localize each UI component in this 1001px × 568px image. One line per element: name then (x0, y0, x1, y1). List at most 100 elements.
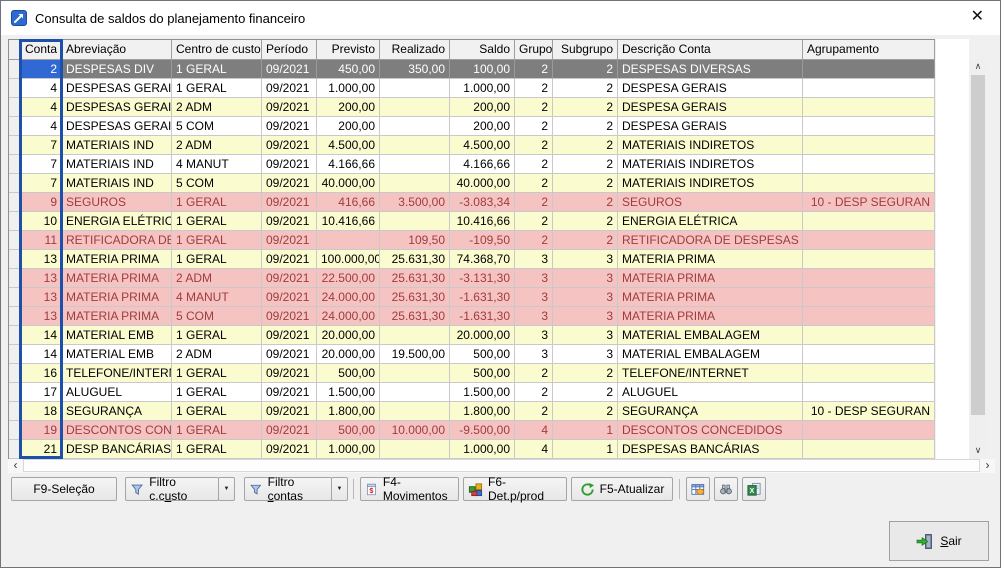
cell-periodo[interactable]: 09/2021 (262, 440, 317, 459)
cell-grupo[interactable]: 3 (515, 307, 553, 326)
cell-centro-de-custo[interactable]: 2 ADM (172, 269, 262, 288)
cell-saldo[interactable]: 200,00 (450, 98, 515, 117)
cell-periodo[interactable]: 09/2021 (262, 231, 317, 250)
cell-saldo[interactable]: 74.368,70 (450, 250, 515, 269)
cell-previsto[interactable]: 4.166,66 (317, 155, 380, 174)
table-row[interactable]: 14MATERIAL EMB2 ADM09/202120.000,0019.50… (9, 345, 935, 364)
search-button[interactable] (714, 477, 738, 501)
cell-descricao-conta[interactable]: SEGURANÇA (618, 402, 803, 421)
cell-descricao-conta[interactable]: MATERIAL EMBALAGEM (618, 326, 803, 345)
f9-selecao-button[interactable]: F9-Seleção (11, 477, 117, 501)
column-header-saldo[interactable]: Saldo (450, 40, 515, 60)
cell-conta[interactable]: 19 (21, 421, 62, 440)
column-header-abreviacao[interactable]: Abreviação (62, 40, 172, 60)
cell-realizado[interactable] (380, 326, 450, 345)
cell-subgrupo[interactable]: 3 (553, 269, 618, 288)
cell-descricao-conta[interactable]: SEGUROS (618, 193, 803, 212)
cell-abreviacao[interactable]: ALUGUEL (62, 383, 172, 402)
table-row[interactable]: 13MATERIA PRIMA5 COM09/202124.000,0025.6… (9, 307, 935, 326)
cell-periodo[interactable]: 09/2021 (262, 402, 317, 421)
cell-abreviacao[interactable]: MATERIA PRIMA (62, 307, 172, 326)
cell-abreviacao[interactable]: MATERIAIS IND (62, 155, 172, 174)
cell-conta[interactable]: 18 (21, 402, 62, 421)
cell-conta[interactable]: 4 (21, 117, 62, 136)
cell-saldo[interactable]: 200,00 (450, 117, 515, 136)
cell-conta[interactable]: 11 (21, 231, 62, 250)
cell-centro-de-custo[interactable]: 1 GERAL (172, 79, 262, 98)
cell-previsto[interactable]: 24.000,00 (317, 307, 380, 326)
cell-previsto[interactable]: 20.000,00 (317, 326, 380, 345)
cell-saldo[interactable]: 4.500,00 (450, 136, 515, 155)
cell-subgrupo[interactable]: 2 (553, 402, 618, 421)
cell-periodo[interactable]: 09/2021 (262, 383, 317, 402)
cell-agrupamento[interactable] (803, 383, 935, 402)
cell-subgrupo[interactable]: 2 (553, 79, 618, 98)
table-row[interactable]: 10ENERGIA ELÉTRIC1 GERAL09/202110.416,66… (9, 212, 935, 231)
cell-grupo[interactable]: 2 (515, 402, 553, 421)
cell-descricao-conta[interactable]: DESPESA GERAIS (618, 117, 803, 136)
cell-realizado[interactable] (380, 364, 450, 383)
column-header-grupo[interactable]: Grupo (515, 40, 553, 60)
table-row[interactable]: 16TELEFONE/INTERN1 GERAL09/2021500,00500… (9, 364, 935, 383)
cell-centro-de-custo[interactable]: 1 GERAL (172, 326, 262, 345)
cell-realizado[interactable] (380, 402, 450, 421)
cell-realizado[interactable]: 3.500,00 (380, 193, 450, 212)
cell-saldo[interactable]: -3.083,34 (450, 193, 515, 212)
export-excel-button[interactable]: X (742, 477, 766, 501)
cell-grupo[interactable]: 4 (515, 440, 553, 459)
cell-abreviacao[interactable]: RETIFICADORA DE (62, 231, 172, 250)
table-row[interactable]: 13MATERIA PRIMA4 MANUT09/202124.000,0025… (9, 288, 935, 307)
cell-agrupamento[interactable] (803, 288, 935, 307)
filtro-contas-button[interactable]: Filtro contas (244, 477, 332, 501)
cell-realizado[interactable]: 25.631,30 (380, 269, 450, 288)
cell-periodo[interactable]: 09/2021 (262, 117, 317, 136)
f4-movimentos-button[interactable]: $ F4-Movimentos (360, 477, 459, 501)
cell-abreviacao[interactable]: MATERIAL EMB (62, 326, 172, 345)
cell-subgrupo[interactable]: 1 (553, 440, 618, 459)
cell-conta[interactable]: 7 (21, 136, 62, 155)
f6-det-prod-button[interactable]: F6-Det.p/prod (463, 477, 567, 501)
cell-subgrupo[interactable]: 2 (553, 60, 618, 79)
cell-centro-de-custo[interactable]: 2 ADM (172, 136, 262, 155)
cell-saldo[interactable]: 20.000,00 (450, 326, 515, 345)
cell-conta[interactable]: 16 (21, 364, 62, 383)
cell-abreviacao[interactable]: DESCONTOS CONCE (62, 421, 172, 440)
cell-centro-de-custo[interactable]: 1 GERAL (172, 231, 262, 250)
cell-abreviacao[interactable]: DESP BANCÁRIAS (62, 440, 172, 459)
table-row[interactable]: 2DESPESAS DIV1 GERAL09/2021450,00350,001… (9, 60, 935, 79)
cell-saldo[interactable]: -1.631,30 (450, 288, 515, 307)
cell-abreviacao[interactable]: DESPESAS GERAIS (62, 117, 172, 136)
cell-realizado[interactable]: 19.500,00 (380, 345, 450, 364)
cell-previsto[interactable]: 22.500,00 (317, 269, 380, 288)
cell-previsto[interactable]: 24.000,00 (317, 288, 380, 307)
vertical-scrollbar[interactable]: ∧ ∨ (970, 59, 986, 458)
cell-previsto[interactable]: 1.000,00 (317, 440, 380, 459)
cell-saldo[interactable]: -1.631,30 (450, 307, 515, 326)
cell-saldo[interactable]: 500,00 (450, 345, 515, 364)
cell-periodo[interactable]: 09/2021 (262, 326, 317, 345)
filtro-ccusto-dropdown-button[interactable]: ▼ (218, 477, 235, 501)
cell-periodo[interactable]: 09/2021 (262, 345, 317, 364)
cell-subgrupo[interactable]: 2 (553, 231, 618, 250)
cell-conta[interactable]: 13 (21, 250, 62, 269)
cell-subgrupo[interactable]: 1 (553, 421, 618, 440)
table-row[interactable]: 13MATERIA PRIMA1 GERAL09/2021100.000,002… (9, 250, 935, 269)
column-header-realizado[interactable]: Realizado (380, 40, 450, 60)
cell-centro-de-custo[interactable]: 1 GERAL (172, 402, 262, 421)
cell-saldo[interactable]: -9.500,00 (450, 421, 515, 440)
cell-agrupamento[interactable] (803, 231, 935, 250)
cell-saldo[interactable]: -109,50 (450, 231, 515, 250)
cell-agrupamento[interactable] (803, 174, 935, 193)
column-header-centro-de-custo[interactable]: Centro de custo (172, 40, 262, 60)
cell-subgrupo[interactable]: 3 (553, 288, 618, 307)
cell-conta[interactable]: 10 (21, 212, 62, 231)
cell-previsto[interactable]: 416,66 (317, 193, 380, 212)
cell-saldo[interactable]: 500,00 (450, 364, 515, 383)
cell-previsto[interactable]: 500,00 (317, 364, 380, 383)
cell-periodo[interactable]: 09/2021 (262, 174, 317, 193)
f5-atualizar-button[interactable]: F5-Atualizar (571, 477, 673, 501)
table-row[interactable]: 4DESPESAS GERAIS5 COM09/2021200,00200,00… (9, 117, 935, 136)
cell-grupo[interactable]: 2 (515, 60, 553, 79)
column-header-conta[interactable]: Conta (21, 40, 62, 60)
cell-previsto[interactable]: 4.500,00 (317, 136, 380, 155)
